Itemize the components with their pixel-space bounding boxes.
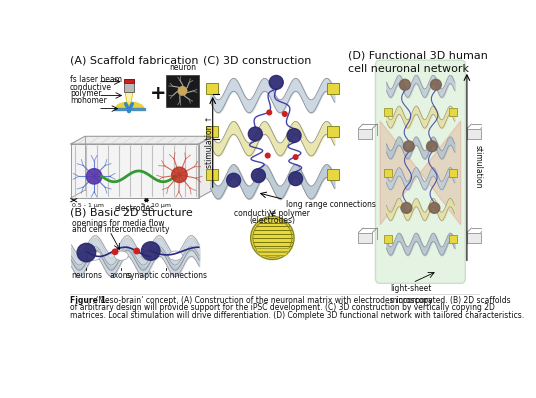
Circle shape <box>251 217 294 259</box>
Ellipse shape <box>114 251 128 260</box>
Circle shape <box>287 129 301 142</box>
Text: axons: axons <box>110 271 132 280</box>
Circle shape <box>404 141 414 152</box>
Circle shape <box>293 155 298 160</box>
Text: Figure 1.: Figure 1. <box>70 296 109 305</box>
Circle shape <box>172 167 187 183</box>
Circle shape <box>430 79 441 90</box>
Circle shape <box>289 172 303 185</box>
FancyBboxPatch shape <box>206 170 218 180</box>
Circle shape <box>269 76 283 89</box>
Text: and cell interconnectivity: and cell interconnectivity <box>72 225 169 234</box>
FancyBboxPatch shape <box>449 108 457 115</box>
Text: polymer: polymer <box>70 89 102 98</box>
FancyBboxPatch shape <box>449 170 457 177</box>
Polygon shape <box>71 136 213 144</box>
Circle shape <box>86 169 102 184</box>
Text: +: + <box>150 84 167 103</box>
Circle shape <box>77 243 95 262</box>
FancyBboxPatch shape <box>375 60 465 283</box>
Polygon shape <box>380 121 420 225</box>
FancyBboxPatch shape <box>206 126 218 137</box>
Text: (A) Scaffold fabrication: (A) Scaffold fabrication <box>70 55 199 65</box>
FancyBboxPatch shape <box>206 83 218 94</box>
FancyBboxPatch shape <box>384 108 392 115</box>
Text: ‘Meso-brain’ concept. (A) Construction of the neuronal matrix with electrodes in: ‘Meso-brain’ concept. (A) Construction o… <box>96 296 511 305</box>
Polygon shape <box>199 136 213 198</box>
Text: matrices. Local stimulation will drive differentiation. (D) Complete 3D function: matrices. Local stimulation will drive d… <box>70 311 524 320</box>
FancyBboxPatch shape <box>326 170 339 180</box>
Text: neuron: neuron <box>169 63 196 72</box>
FancyBboxPatch shape <box>124 78 135 92</box>
Text: (D) Functional 3D human
cell neuronal network: (D) Functional 3D human cell neuronal ne… <box>347 51 487 74</box>
Circle shape <box>251 169 265 183</box>
Text: neurons: neurons <box>71 271 102 280</box>
Circle shape <box>265 153 270 158</box>
Polygon shape <box>420 121 461 225</box>
Ellipse shape <box>142 251 155 260</box>
Text: conductive polymer: conductive polymer <box>234 209 310 219</box>
Text: (C) 3D construction: (C) 3D construction <box>203 55 311 65</box>
Text: stimulation: stimulation <box>473 145 482 189</box>
Circle shape <box>134 248 139 254</box>
Circle shape <box>178 87 187 95</box>
FancyBboxPatch shape <box>166 75 199 107</box>
Text: long range connections: long range connections <box>286 200 375 209</box>
Text: (B) Basic 2D structure: (B) Basic 2D structure <box>70 207 193 217</box>
Text: light-sheet
microscopy: light-sheet microscopy <box>389 284 433 305</box>
FancyBboxPatch shape <box>326 126 339 137</box>
Polygon shape <box>71 144 199 198</box>
FancyBboxPatch shape <box>467 129 481 139</box>
Text: stimulation ↑: stimulation ↑ <box>205 115 214 168</box>
Text: (electrodes): (electrodes) <box>249 216 295 224</box>
Circle shape <box>248 127 262 141</box>
FancyBboxPatch shape <box>449 235 457 242</box>
Text: of arbitrary design will provide support for the iPSC development. (C) 3D constr: of arbitrary design will provide support… <box>70 303 495 312</box>
FancyBboxPatch shape <box>467 232 481 243</box>
Text: monomer: monomer <box>70 96 107 105</box>
Circle shape <box>282 112 287 116</box>
Circle shape <box>267 110 272 115</box>
Circle shape <box>429 203 440 213</box>
FancyBboxPatch shape <box>326 83 339 94</box>
Text: openings for media flow: openings for media flow <box>72 219 164 228</box>
Circle shape <box>113 249 118 254</box>
Text: conductive: conductive <box>70 83 112 92</box>
Circle shape <box>401 203 412 213</box>
FancyBboxPatch shape <box>359 232 373 243</box>
Circle shape <box>227 173 241 187</box>
Text: 0.5 - 1 μm: 0.5 - 1 μm <box>72 203 105 208</box>
Ellipse shape <box>168 251 182 260</box>
Circle shape <box>142 242 160 260</box>
Ellipse shape <box>87 251 101 260</box>
Circle shape <box>427 141 437 152</box>
FancyBboxPatch shape <box>359 129 373 139</box>
FancyBboxPatch shape <box>124 78 135 83</box>
Text: 5 - 10 μm: 5 - 10 μm <box>142 203 172 208</box>
Text: fs laser beam: fs laser beam <box>70 75 122 84</box>
FancyBboxPatch shape <box>384 235 392 242</box>
FancyBboxPatch shape <box>384 170 392 177</box>
Polygon shape <box>125 92 133 105</box>
Text: synaptic connections: synaptic connections <box>126 271 207 280</box>
Text: electrodes: electrodes <box>115 204 155 213</box>
Circle shape <box>399 79 411 90</box>
